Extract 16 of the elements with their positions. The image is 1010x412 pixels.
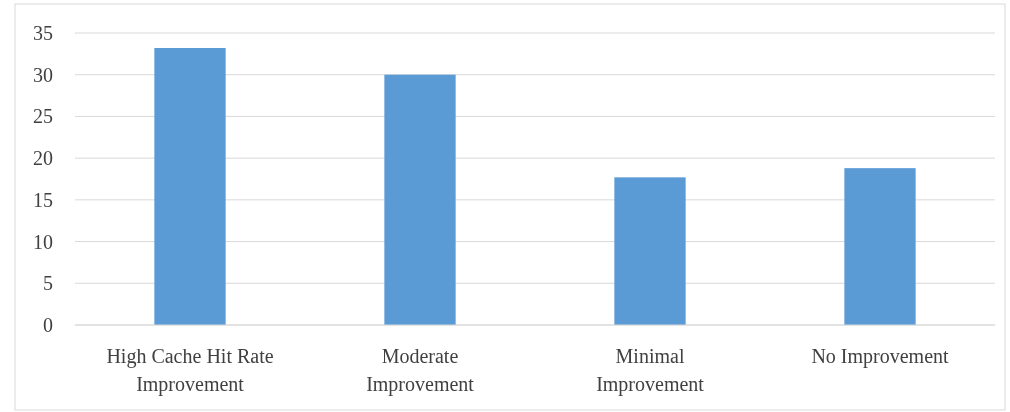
y-tick-label: 25 xyxy=(33,105,53,128)
y-tick-label: 0 xyxy=(43,314,53,336)
x-tick-label: High Cache Hit Rate Improvement xyxy=(106,345,274,396)
y-tick-label: 10 xyxy=(33,230,53,253)
x-tick-label: No Improvement xyxy=(811,345,950,368)
y-tick-label: 35 xyxy=(33,22,53,44)
bar xyxy=(614,177,686,325)
y-tick-label: 5 xyxy=(43,272,53,295)
x-tick-label: Moderate Improvement xyxy=(366,345,475,396)
y-tick-label: 20 xyxy=(33,147,53,170)
bar xyxy=(154,48,226,325)
x-tick-label: Minimal Improvement xyxy=(596,345,705,396)
bar xyxy=(844,168,916,325)
y-tick-label: 30 xyxy=(33,63,53,86)
y-tick-label: 15 xyxy=(33,188,53,211)
bar xyxy=(384,74,456,325)
